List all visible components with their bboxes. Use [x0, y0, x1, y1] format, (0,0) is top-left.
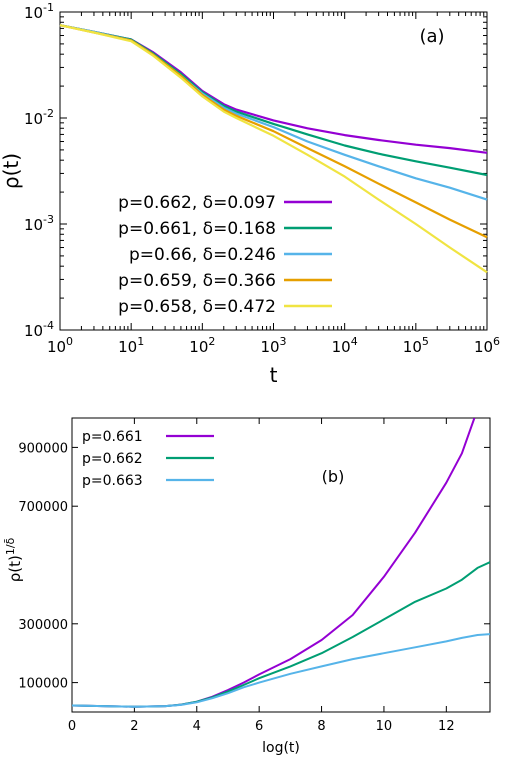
- panel-label-a: (a): [419, 26, 444, 47]
- y-axis-label-a: ρ(t): [0, 153, 23, 189]
- legend-label-a: p=0.66, δ=0.246: [129, 245, 276, 265]
- series-line-a: [59, 24, 488, 274]
- y-tick-label-b: 300000: [18, 618, 68, 633]
- x-axis-label-a: t: [270, 363, 278, 387]
- y-tick-label-a: 10-2: [24, 107, 54, 128]
- panel-label-b: (b): [322, 467, 345, 486]
- y-tick-label-a: 10-1: [24, 1, 54, 22]
- legend-label-a: p=0.659, δ=0.366: [118, 271, 276, 291]
- x-tick-label-b: 0: [68, 719, 76, 734]
- y-axis-label-b: ρ(t)1/δ̄: [4, 537, 24, 582]
- series-line-b: [72, 561, 490, 708]
- x-tick-label-b: 2: [130, 719, 138, 734]
- legend-label-a: p=0.658, δ=0.472: [118, 297, 276, 317]
- legend-label-b: p=0.661: [82, 429, 143, 445]
- legend-label-a: p=0.662, δ=0.097: [118, 193, 276, 213]
- x-axis-label-b: log(t): [262, 740, 300, 756]
- x-tick-label-a: 100: [47, 335, 73, 356]
- legend-label-a: p=0.661, δ=0.168: [118, 219, 276, 239]
- x-tick-label-b: 10: [376, 719, 393, 734]
- panel-a: 100 101 102 103 104 105 106 10-1 10-2 10-3 10-4 t ρ(…: [0, 1, 500, 387]
- x-tick-label-b: 4: [193, 719, 201, 734]
- series-line-a: [59, 24, 488, 201]
- x-tick-label-a: 103: [260, 335, 286, 356]
- x-tick-label-b: 12: [438, 719, 455, 734]
- series-group-b: [72, 418, 490, 708]
- y-tick-label-b: 700000: [18, 500, 68, 515]
- y-tick-label-a: 10-4: [24, 319, 54, 340]
- x-tick-label-a: 102: [189, 335, 215, 356]
- x-tick-label-a: 106: [474, 335, 500, 356]
- y-tick-label-b: 900000: [18, 441, 68, 456]
- legend-label-b: p=0.663: [82, 473, 143, 489]
- plot-frame-b: [71, 417, 491, 713]
- x-tick-label-a: 105: [403, 335, 429, 356]
- series-line-a: [59, 24, 488, 177]
- x-tick-label-a: 104: [332, 335, 358, 356]
- series-line-b: [72, 633, 490, 708]
- x-tick-label-a: 101: [118, 335, 144, 356]
- panel-b: 0 2 4 6 8 10 12 100000 300000 700000 900000 log(t) ρ…: [4, 417, 491, 756]
- x-tick-label-b: 8: [317, 719, 325, 734]
- y-tick-label-b: 100000: [18, 677, 68, 692]
- x-tick-label-b: 6: [255, 719, 263, 734]
- y-tick-label-a: 10-3: [24, 213, 54, 234]
- legend-label-b: p=0.662: [82, 451, 143, 467]
